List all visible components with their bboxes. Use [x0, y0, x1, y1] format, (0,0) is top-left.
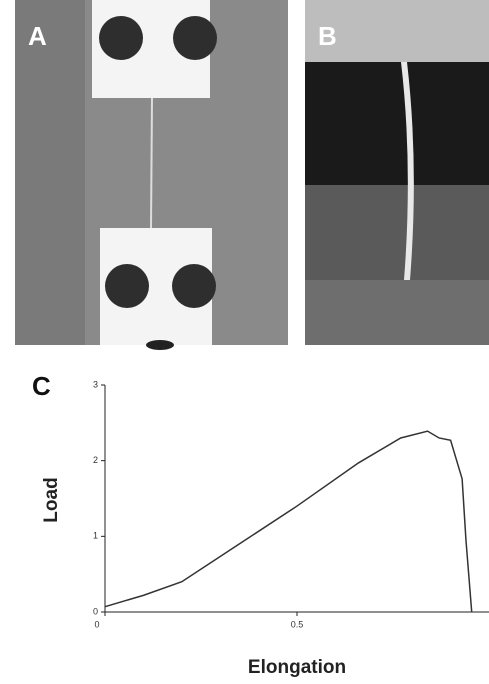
y-tick-label: 1: [93, 531, 98, 541]
photo-a: [15, 0, 288, 350]
y-axis-title: Load: [41, 477, 62, 522]
photo-b: [305, 0, 489, 345]
x-tick-label: 0: [94, 619, 99, 629]
y-tick-label: 0: [93, 606, 98, 616]
y-tick-label: 3: [93, 379, 98, 389]
panel-label: C: [32, 371, 51, 401]
data-line: [104, 430, 473, 613]
panel-label: A: [28, 21, 47, 51]
x-axis-title: Elongation: [248, 657, 346, 678]
x-tick-label: 0.5: [291, 619, 304, 629]
y-tick-label: 2: [93, 455, 98, 465]
panel-label: B: [318, 21, 337, 51]
